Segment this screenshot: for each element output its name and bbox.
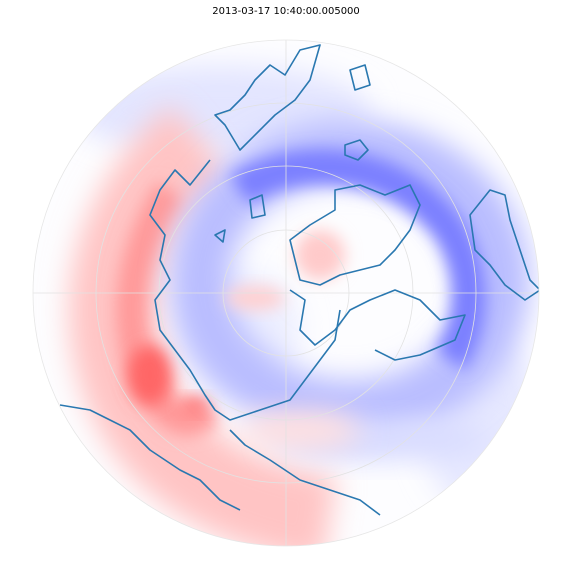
coastlines — [59, 44, 539, 516]
red-blob — [240, 410, 360, 450]
red-core — [180, 397, 210, 413]
red-blob — [225, 286, 285, 310]
map-boundary — [32, 39, 540, 547]
graticule — [33, 40, 539, 546]
map-title: 2013-03-17 10:40:00.005000 — [212, 6, 360, 17]
red-core — [128, 345, 172, 405]
blue-ring — [170, 120, 530, 440]
red-blob — [295, 230, 345, 280]
blue-ring-core — [230, 149, 487, 370]
